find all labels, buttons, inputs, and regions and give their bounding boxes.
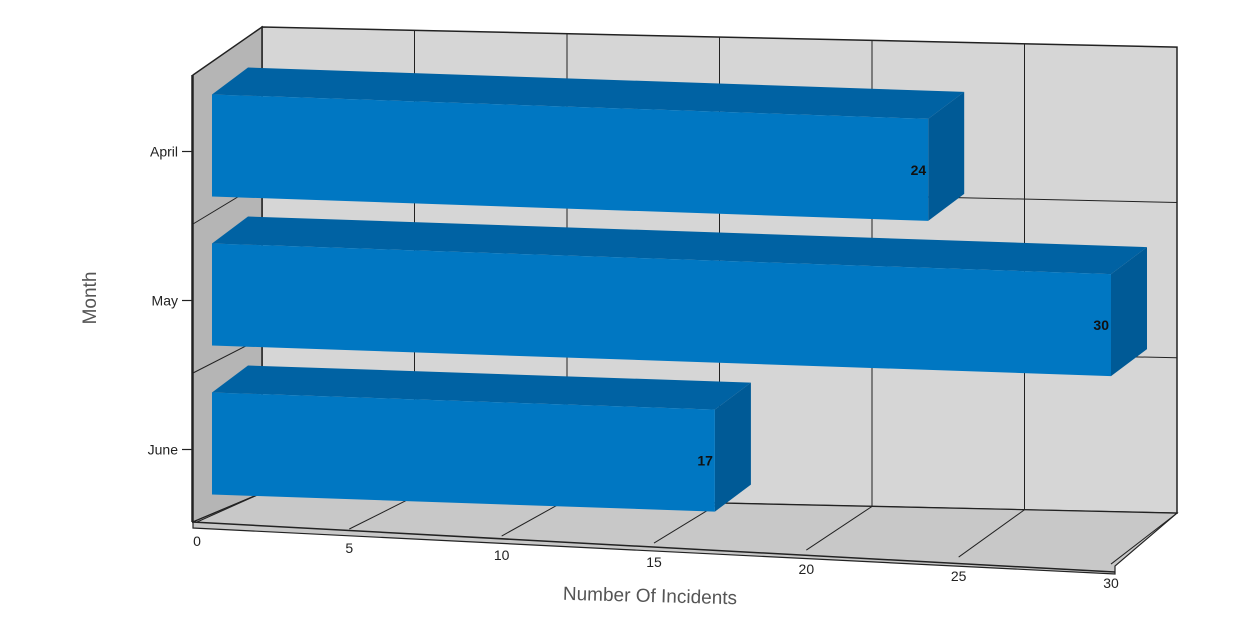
y-tick-label: May bbox=[152, 293, 178, 309]
y-tick-label: April bbox=[150, 144, 178, 160]
x-tick-label: 20 bbox=[799, 561, 815, 577]
data-label: 17 bbox=[697, 453, 713, 469]
x-tick-label: 30 bbox=[1103, 575, 1119, 591]
bar-june bbox=[212, 392, 715, 512]
bar-top-face bbox=[212, 67, 965, 119]
bar-end-face bbox=[928, 91, 965, 221]
data-label: 24 bbox=[911, 162, 927, 178]
x-axis-title: Number Of Incidents bbox=[563, 584, 738, 610]
labels: 0 5 10 15 20 25 30 24 April 30 May 17 June bbox=[148, 144, 1119, 592]
x-tick-label: 25 bbox=[951, 568, 967, 584]
x-tick-label: 0 bbox=[193, 533, 201, 549]
x-tick-label: 15 bbox=[646, 554, 662, 570]
bar-may bbox=[212, 243, 1111, 377]
x-tick-label: 5 bbox=[345, 540, 353, 556]
grid-line-floor bbox=[806, 506, 873, 551]
grid-line-floor bbox=[196, 492, 263, 523]
bar-end-face bbox=[714, 382, 751, 512]
grid-line-floor bbox=[958, 509, 1025, 558]
bar-end-face bbox=[1111, 247, 1147, 377]
axes bbox=[182, 75, 1116, 573]
grid-line-floor bbox=[1110, 512, 1178, 565]
x-axis-line bbox=[191, 521, 1116, 573]
bar-top-face bbox=[212, 365, 751, 410]
bar-april bbox=[212, 94, 929, 221]
x-tick-label: 10 bbox=[494, 547, 510, 563]
bar-top-face bbox=[212, 216, 1147, 275]
y-axis-title: Month bbox=[80, 272, 101, 325]
grid-line-floor bbox=[349, 495, 415, 530]
bars bbox=[212, 67, 1147, 512]
data-label: 30 bbox=[1093, 317, 1109, 333]
y-tick-label: June bbox=[148, 442, 179, 458]
